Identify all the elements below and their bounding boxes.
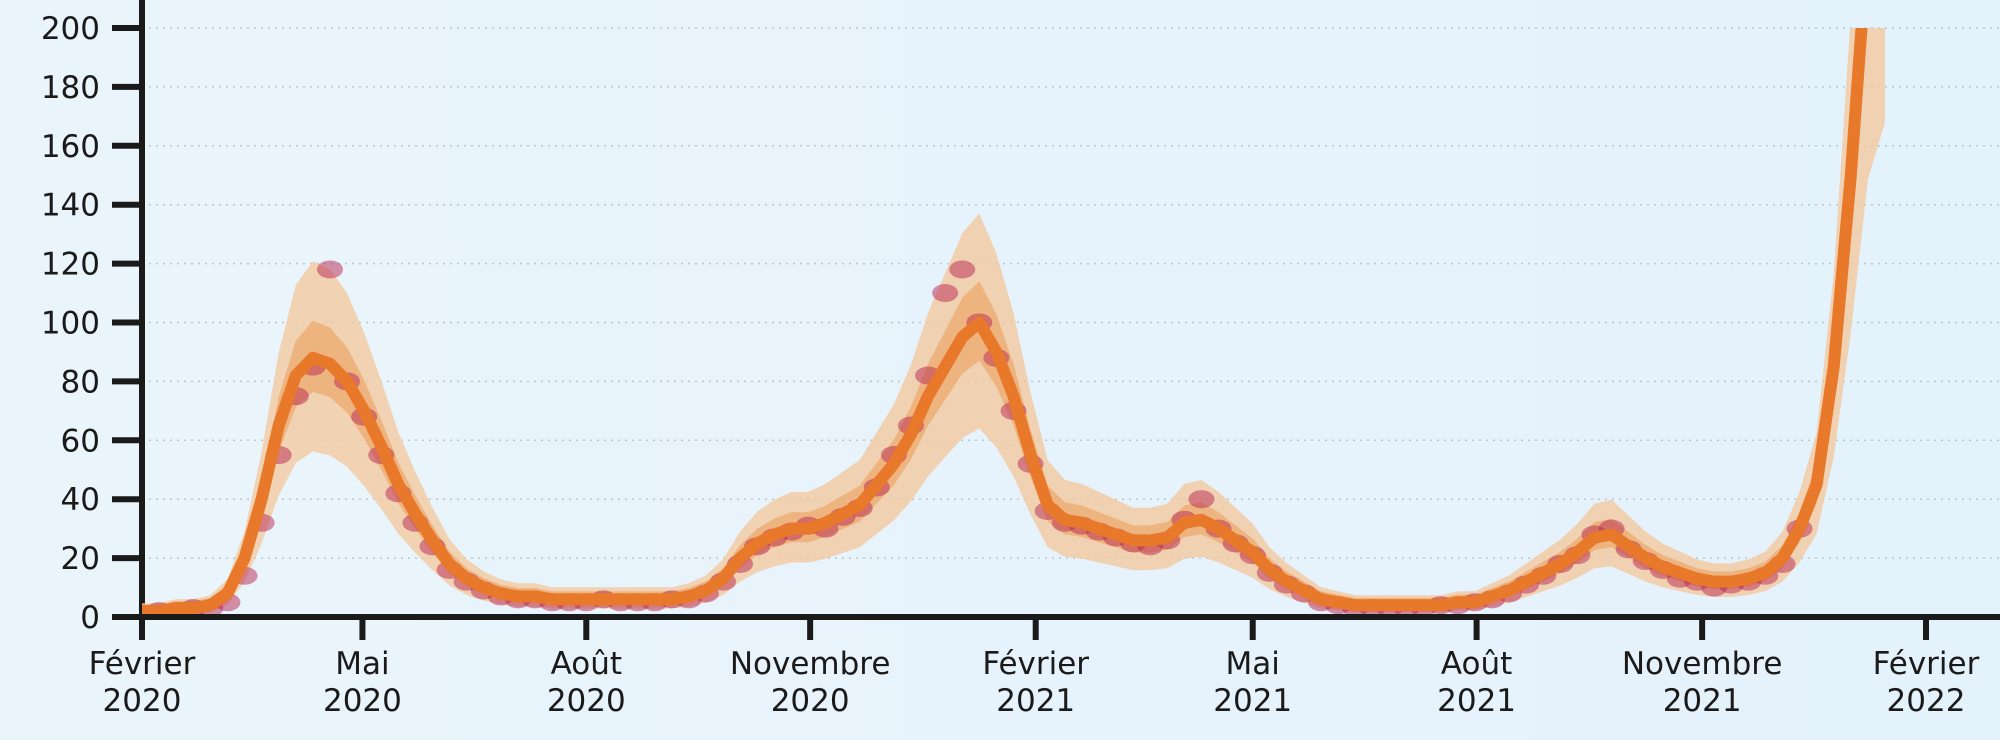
x-tick-month: Février [89, 646, 196, 682]
x-tick-year: 2021 [1663, 683, 1742, 719]
y-tick-label: 0 [80, 600, 100, 636]
x-tick-year: 2021 [1437, 683, 1516, 719]
x-tick-month: Mai [1226, 646, 1280, 682]
x-tick-year: 2020 [771, 683, 850, 719]
y-tick-label: 200 [41, 11, 100, 47]
x-tick-month: Novembre [730, 646, 891, 682]
x-axis: Février2020Mai2020Août2020Novembre2020Fé… [89, 614, 2000, 719]
uncertainty-band-outer [142, 28, 1885, 617]
x-tick-year: 2022 [1887, 683, 1966, 719]
observation-point [1188, 490, 1215, 509]
y-tick-label: 80 [61, 364, 100, 400]
y-tick-label: 100 [41, 306, 100, 342]
x-tick-month: Mai [335, 646, 389, 682]
y-tick-label: 160 [41, 129, 100, 165]
x-tick-month: Août [551, 646, 622, 682]
x-tick-year: 2021 [1213, 683, 1292, 719]
gridlines [142, 27, 2000, 559]
observation-point [949, 260, 976, 279]
y-tick-label: 120 [41, 247, 100, 283]
x-tick-month: Novembre [1622, 646, 1783, 682]
y-tick-label: 180 [41, 70, 100, 106]
x-tick-month: Février [982, 646, 1089, 682]
x-tick-year: 2021 [996, 683, 1075, 719]
x-tick-year: 2020 [323, 683, 402, 719]
y-tick-label: 140 [41, 188, 100, 224]
y-axis: 0 20 40 60 80 100 120 140 160 180 200 [41, 0, 145, 640]
x-tick-year: 2020 [547, 683, 626, 719]
y-tick-label: 20 [61, 541, 100, 577]
observation-point [932, 284, 959, 303]
y-tick-label: 60 [61, 423, 100, 459]
observation-point [316, 260, 343, 279]
x-tick-year: 2020 [103, 683, 182, 719]
y-tick-label: 40 [61, 482, 100, 518]
x-tick-month: Août [1441, 646, 1512, 682]
estimate-line [142, 28, 1868, 618]
x-tick-month: Février [1873, 646, 1980, 682]
